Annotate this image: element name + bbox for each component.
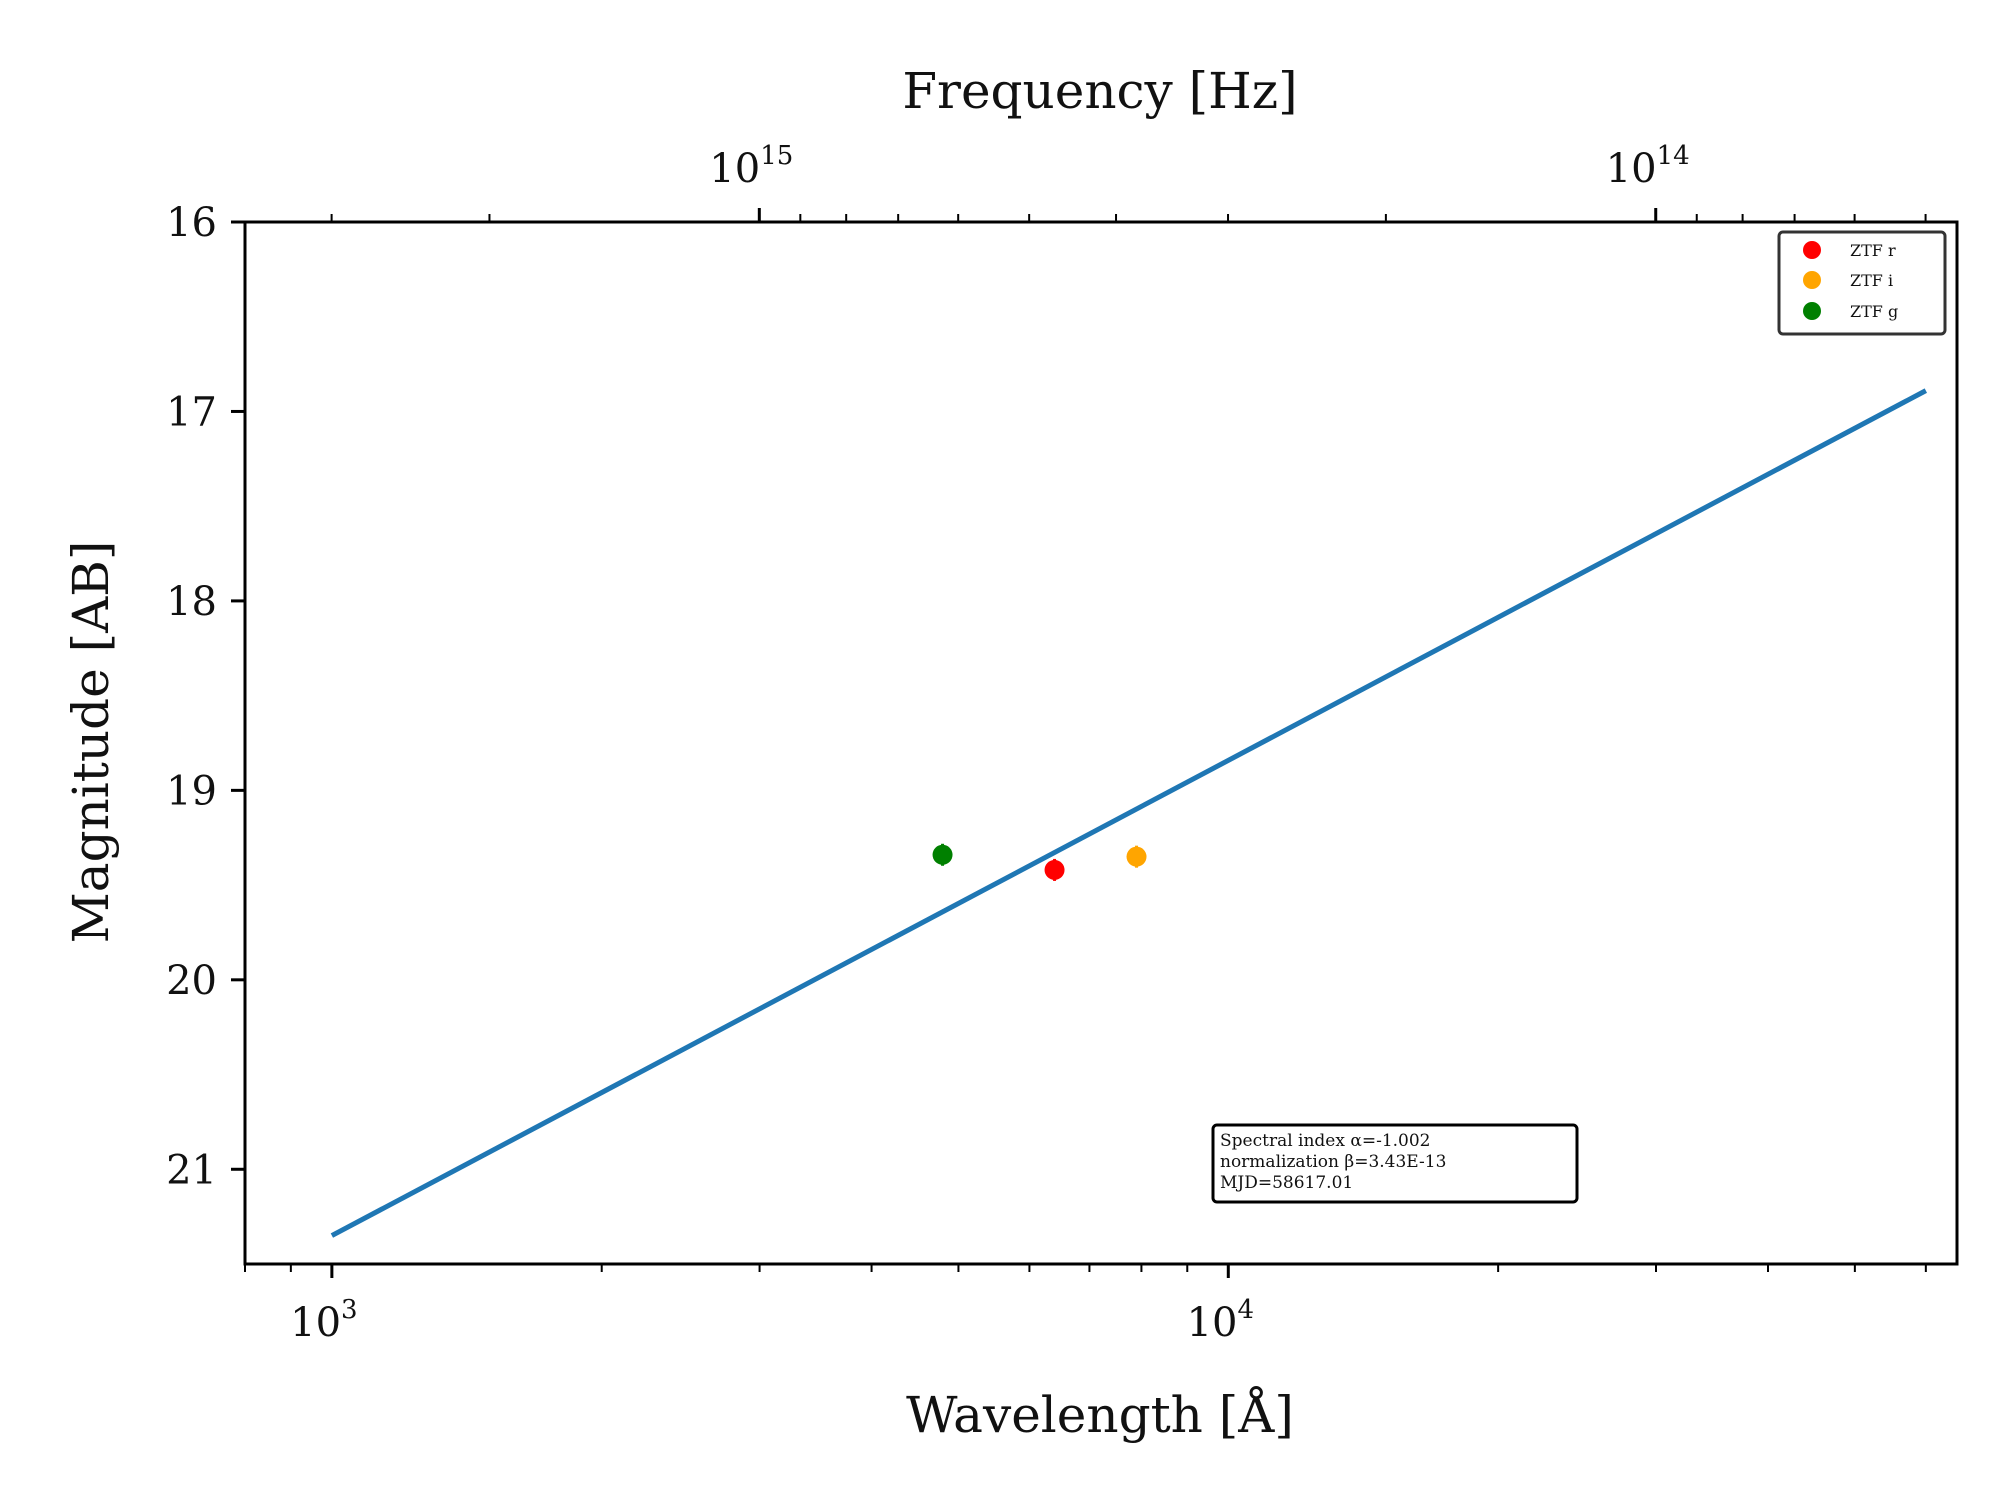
data-point-ztf-i [1126, 846, 1147, 867]
x2-tick-label-1: 1014 [1606, 141, 1690, 192]
annotation-mjd: MJD=58617.01 [1220, 1173, 1353, 1193]
legend-label-ztf-g: ZTF g [1850, 302, 1898, 321]
y-tick-label-1: 17 [166, 389, 217, 435]
legend-label-ztf-r: ZTF r [1850, 241, 1896, 260]
legend-marker-ztf-g [1803, 302, 1821, 320]
x2-tick-label-0: 1015 [709, 141, 793, 192]
x-tick-label-1: 104 [1187, 1295, 1254, 1346]
legend-marker-ztf-r [1803, 241, 1821, 259]
data-point-ztf-g [932, 844, 953, 865]
y-axis-title: Magnitude [AB] [62, 541, 120, 944]
legend: ZTF r ZTF i ZTF g [1777, 230, 1947, 336]
y-tick-label-0: 16 [166, 200, 217, 246]
plot-frame [243, 220, 1959, 1266]
legend-marker-ztf-i [1803, 271, 1821, 289]
annotation-normalization: normalization β=3.43E-13 [1220, 1152, 1446, 1172]
y-tick-label-3: 19 [166, 768, 217, 814]
x-axis-title: Wavelength [Å] [906, 1385, 1294, 1444]
y-tick-label-5: 21 [166, 1147, 217, 1193]
annotation-spectral-index: Spectral index α=-1.002 [1220, 1131, 1431, 1151]
fit-line [330, 388, 1928, 1238]
y-tick-label-4: 20 [166, 958, 217, 1004]
annotation-box [1211, 1123, 1579, 1204]
x-tick-label-0: 103 [290, 1295, 357, 1346]
x2-axis-title: Frequency [Hz] [902, 62, 1297, 120]
fit-annotation: Spectral index α=-1.002 normalization β=… [1211, 1123, 1579, 1204]
data-point-ztf-r [1044, 859, 1065, 880]
y-tick-label-2: 18 [166, 579, 217, 625]
legend-label-ztf-i: ZTF i [1850, 271, 1893, 290]
